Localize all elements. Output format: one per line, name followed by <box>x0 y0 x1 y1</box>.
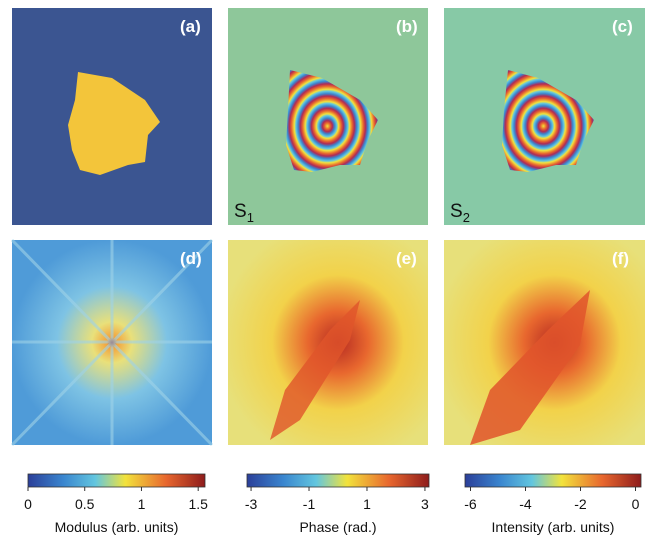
tick-label: -4 <box>519 496 532 512</box>
sublabel-sub: 1 <box>247 210 254 225</box>
tick-label: 0.5 <box>75 496 95 512</box>
phase-pattern <box>286 70 378 172</box>
tick-label: 1 <box>363 496 371 512</box>
colorbar <box>246 473 430 488</box>
intensity-lobe <box>470 290 590 445</box>
colorbar-label: Phase (rad.) <box>299 519 376 535</box>
tick-label: 3 <box>421 496 429 512</box>
sublabel-sub: 2 <box>463 210 470 225</box>
panel-label: (e) <box>396 249 417 268</box>
colorbar-label: Modulus (arb. units) <box>55 519 179 535</box>
panel-label: (f) <box>612 249 629 268</box>
sublabel: S1 <box>234 201 254 225</box>
tick-label: -1 <box>303 496 316 512</box>
object-support <box>68 72 160 175</box>
panel-label: (c) <box>612 17 633 36</box>
sublabel-main: S <box>450 201 463 222</box>
tick-label: 1.5 <box>188 496 208 512</box>
sublabel: S2 <box>450 201 470 225</box>
intensity-lobe <box>270 300 360 440</box>
panel-label: (b) <box>396 17 418 36</box>
sublabel-main: S <box>234 201 247 222</box>
rays <box>10 238 214 447</box>
tick-label: -3 <box>245 496 258 512</box>
panel-label: (d) <box>180 249 202 268</box>
colorbar <box>464 473 642 488</box>
colorbar-label: Intensity (arb. units) <box>492 519 615 535</box>
phase-pattern <box>502 70 594 172</box>
tick-label: -6 <box>464 496 477 512</box>
panel-label: (a) <box>180 17 201 36</box>
tick-label: 0 <box>24 496 32 512</box>
tick-label: 1 <box>138 496 146 512</box>
colorbar <box>27 473 206 488</box>
tick-label: 0 <box>632 496 640 512</box>
tick-label: -2 <box>574 496 587 512</box>
